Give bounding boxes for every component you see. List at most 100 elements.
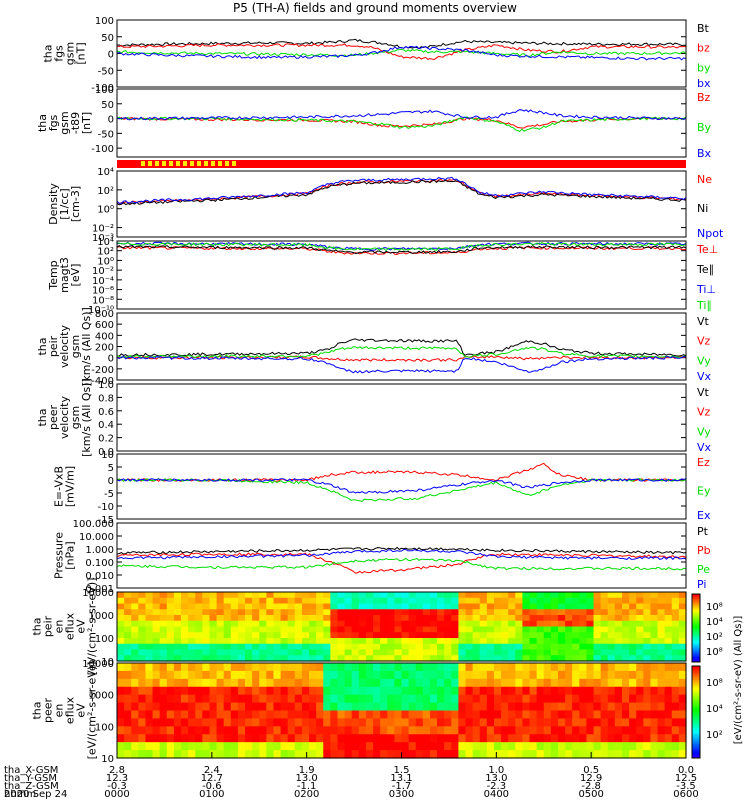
spectrogram-cell xyxy=(572,750,580,759)
spectrogram-cell xyxy=(657,734,666,743)
spectrogram-cell xyxy=(664,742,673,751)
series-line xyxy=(116,109,687,121)
colorbar-upper xyxy=(692,653,700,656)
spectrogram-cell xyxy=(252,655,260,662)
spectrogram-cell xyxy=(216,750,225,759)
spectrogram-cell xyxy=(166,649,175,656)
y-tick-label: 10⁴ xyxy=(97,237,114,248)
spectrogram-cell xyxy=(515,670,524,680)
spectrogram-cell xyxy=(173,592,182,599)
colorbar-lower xyxy=(692,741,700,745)
spectrogram-cell xyxy=(572,686,580,696)
spectrogram-cell xyxy=(643,742,652,751)
spectrogram-cell xyxy=(287,592,296,599)
spectrogram-cell xyxy=(607,643,616,651)
spectrogram-cell xyxy=(387,620,395,628)
spectrogram-cell xyxy=(458,734,467,743)
colorbar-lower xyxy=(692,682,700,685)
spectrogram-cell xyxy=(565,643,573,651)
x-tick-label: 2.8 xyxy=(109,765,125,776)
spectrogram-cell xyxy=(330,620,339,628)
spectrogram-cell xyxy=(657,702,666,712)
spectrogram-cell xyxy=(124,750,132,759)
spectrogram-cell xyxy=(650,742,659,751)
spectrogram-cell xyxy=(515,649,524,656)
spectrogram-cell xyxy=(472,726,481,735)
spectrogram-cell xyxy=(437,632,445,639)
spectrogram-cell xyxy=(401,638,410,645)
spectrogram-cell xyxy=(159,694,168,704)
spectrogram-cell xyxy=(458,742,467,751)
spectrogram-cell xyxy=(195,632,203,639)
spectrogram-cell xyxy=(316,734,324,743)
spectrogram-cell xyxy=(678,750,687,759)
spectrogram-cell xyxy=(301,702,310,712)
spectrogram-cell xyxy=(508,726,516,735)
spectrogram-cell xyxy=(209,626,218,633)
spectrogram-cell xyxy=(401,694,410,704)
spectrogram-cell xyxy=(650,609,659,616)
spectrogram-cell xyxy=(252,710,260,720)
spectrogram-cell xyxy=(465,643,474,651)
spectrogram-cell xyxy=(344,686,353,696)
spectrogram-cell xyxy=(671,734,680,743)
spectrogram-cell xyxy=(543,597,552,605)
spectrogram-cell xyxy=(621,643,630,651)
x-tick-label: 0500 xyxy=(578,789,603,800)
spectrogram-cell xyxy=(252,663,260,672)
spectrogram-cell xyxy=(437,718,445,727)
x-tick-label: 1.9 xyxy=(299,765,315,776)
spectrogram-cell xyxy=(550,592,559,599)
spectrogram-cell xyxy=(230,750,239,759)
spectrogram-cell xyxy=(565,638,573,645)
spectrogram-cell xyxy=(557,678,566,688)
spectrogram-cell xyxy=(301,726,310,735)
spectrogram-cell xyxy=(572,670,580,680)
spectrogram-cell xyxy=(223,592,232,599)
spectrogram-cell xyxy=(550,620,559,628)
spectrogram-cell xyxy=(323,592,331,599)
spectrogram-cell xyxy=(451,597,459,605)
spectrogram-cell xyxy=(166,597,175,605)
spectrogram-cell xyxy=(209,702,218,712)
spectrogram-cell xyxy=(223,632,232,639)
spectrogram-cell xyxy=(465,655,474,662)
spectrogram-cell xyxy=(593,615,602,622)
spectrogram-cell xyxy=(621,626,630,633)
spectrogram-cell xyxy=(614,615,623,622)
spectrogram-cell xyxy=(508,702,516,712)
spectrogram-cell xyxy=(373,655,381,662)
spectrogram-cell xyxy=(422,734,431,743)
spectrogram-cell xyxy=(280,710,289,720)
spectrogram-cell xyxy=(387,626,395,633)
spectrogram-cell xyxy=(408,592,417,599)
spectrogram-cell xyxy=(465,609,474,616)
spectrogram-cell xyxy=(188,710,196,720)
spectrogram-cell xyxy=(237,678,246,688)
spectrogram-cell xyxy=(600,678,609,688)
spectrogram-cell xyxy=(437,655,445,662)
spectrogram-cell xyxy=(330,670,339,680)
spectrogram-cell xyxy=(472,702,481,712)
spectrogram-cell xyxy=(529,620,538,628)
spectrogram-cell xyxy=(124,663,132,672)
colorbar-lower xyxy=(692,718,700,722)
spectrogram-cell xyxy=(479,742,488,751)
spectrogram-cell xyxy=(259,710,267,720)
spectrogram-cell xyxy=(472,663,481,672)
spectrogram-cell xyxy=(465,670,474,680)
spectrogram-cell xyxy=(173,609,182,616)
spectrogram-cell xyxy=(330,750,339,759)
spectrogram-cell xyxy=(557,603,566,610)
spectrogram-cell xyxy=(230,734,239,743)
spectrogram-cell xyxy=(358,718,367,727)
spectrogram-cell xyxy=(188,718,196,727)
spectrogram-cell xyxy=(664,638,673,645)
spectrogram-cell xyxy=(536,686,545,696)
spectrogram-cell xyxy=(536,750,545,759)
spectrogram-cell xyxy=(451,742,459,751)
colorbar-upper xyxy=(692,626,700,629)
spectrogram-cell xyxy=(188,592,196,599)
spectrogram-cell xyxy=(479,686,488,696)
spectrogram-cell xyxy=(486,603,495,610)
